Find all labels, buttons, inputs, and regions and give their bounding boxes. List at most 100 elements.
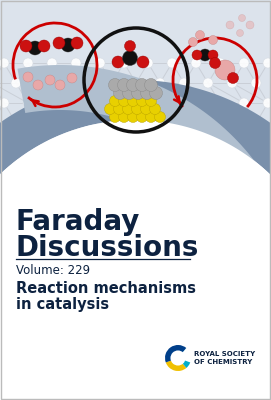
Circle shape [23, 98, 33, 108]
Circle shape [239, 58, 249, 68]
Circle shape [119, 98, 129, 108]
Circle shape [11, 118, 21, 128]
Circle shape [136, 78, 149, 92]
Wedge shape [165, 345, 186, 362]
Circle shape [170, 350, 186, 366]
Circle shape [23, 72, 33, 82]
Circle shape [119, 138, 129, 148]
Circle shape [238, 14, 246, 22]
Circle shape [47, 58, 57, 68]
Circle shape [203, 78, 213, 88]
Circle shape [131, 104, 143, 114]
Circle shape [215, 138, 225, 148]
Circle shape [83, 118, 93, 128]
Circle shape [0, 58, 9, 68]
Circle shape [150, 86, 163, 100]
Circle shape [95, 98, 105, 108]
Text: Faraday: Faraday [16, 208, 140, 236]
Circle shape [179, 118, 189, 128]
Circle shape [0, 138, 9, 148]
Circle shape [140, 104, 151, 114]
Circle shape [112, 56, 124, 68]
Circle shape [45, 75, 55, 85]
Circle shape [191, 58, 201, 68]
Circle shape [122, 50, 137, 66]
Circle shape [114, 86, 127, 100]
Circle shape [118, 78, 131, 92]
Circle shape [107, 118, 117, 128]
Circle shape [105, 104, 115, 114]
Circle shape [137, 56, 149, 68]
Circle shape [143, 138, 153, 148]
Wedge shape [166, 358, 186, 371]
Bar [0, 0, 271, 165]
Circle shape [47, 98, 57, 108]
Circle shape [23, 138, 33, 148]
Circle shape [124, 40, 136, 52]
Circle shape [167, 138, 177, 148]
Circle shape [179, 158, 189, 168]
Circle shape [131, 86, 144, 100]
Circle shape [83, 78, 93, 88]
Circle shape [38, 40, 50, 52]
Circle shape [127, 96, 138, 106]
Circle shape [208, 50, 218, 60]
Circle shape [59, 78, 69, 88]
Circle shape [107, 78, 117, 88]
Circle shape [71, 58, 81, 68]
Circle shape [215, 60, 235, 80]
Circle shape [55, 80, 65, 90]
Circle shape [35, 158, 45, 168]
Circle shape [71, 98, 81, 108]
Circle shape [150, 104, 160, 114]
Circle shape [144, 78, 157, 92]
Circle shape [239, 98, 249, 108]
Circle shape [71, 138, 81, 148]
Circle shape [95, 58, 105, 68]
Circle shape [199, 49, 211, 61]
Circle shape [71, 37, 83, 49]
Circle shape [23, 58, 33, 68]
Circle shape [263, 98, 271, 108]
Circle shape [208, 36, 218, 44]
Wedge shape [178, 347, 192, 363]
Circle shape [203, 118, 213, 128]
Circle shape [131, 118, 141, 128]
Circle shape [11, 78, 21, 88]
Circle shape [251, 78, 261, 88]
Circle shape [118, 112, 130, 122]
Circle shape [154, 112, 166, 122]
Circle shape [59, 158, 69, 168]
Circle shape [143, 98, 153, 108]
Polygon shape [17, 65, 271, 248]
Circle shape [237, 30, 244, 36]
Text: Reaction mechanisms: Reaction mechanisms [16, 281, 196, 296]
Text: ROYAL SOCIETY: ROYAL SOCIETY [194, 351, 255, 357]
Circle shape [131, 78, 141, 88]
Circle shape [146, 96, 156, 106]
Circle shape [47, 138, 57, 148]
Circle shape [109, 112, 121, 122]
Circle shape [127, 112, 138, 122]
Circle shape [35, 78, 45, 88]
Circle shape [191, 138, 201, 148]
Circle shape [146, 112, 156, 122]
Circle shape [167, 58, 177, 68]
Circle shape [67, 73, 77, 83]
Circle shape [227, 118, 237, 128]
Circle shape [143, 58, 153, 68]
Circle shape [191, 98, 201, 108]
Circle shape [137, 112, 147, 122]
Circle shape [114, 104, 124, 114]
Circle shape [167, 98, 177, 108]
Circle shape [179, 78, 189, 88]
Circle shape [263, 138, 271, 148]
Circle shape [227, 78, 237, 88]
Circle shape [192, 50, 202, 60]
Circle shape [59, 118, 69, 128]
Circle shape [127, 78, 140, 92]
Circle shape [226, 21, 234, 29]
Circle shape [189, 38, 198, 46]
Circle shape [155, 78, 165, 88]
Circle shape [35, 118, 45, 128]
